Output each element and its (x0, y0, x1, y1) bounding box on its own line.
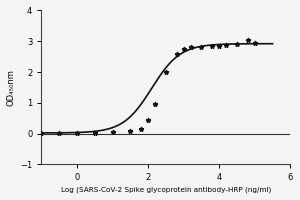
Y-axis label: OD₄₅₀nm: OD₄₅₀nm (7, 69, 16, 106)
X-axis label: Log (SARS-CoV-2 Spike glycoprotein antibody-HRP (ng/ml): Log (SARS-CoV-2 Spike glycoprotein antib… (61, 187, 271, 193)
